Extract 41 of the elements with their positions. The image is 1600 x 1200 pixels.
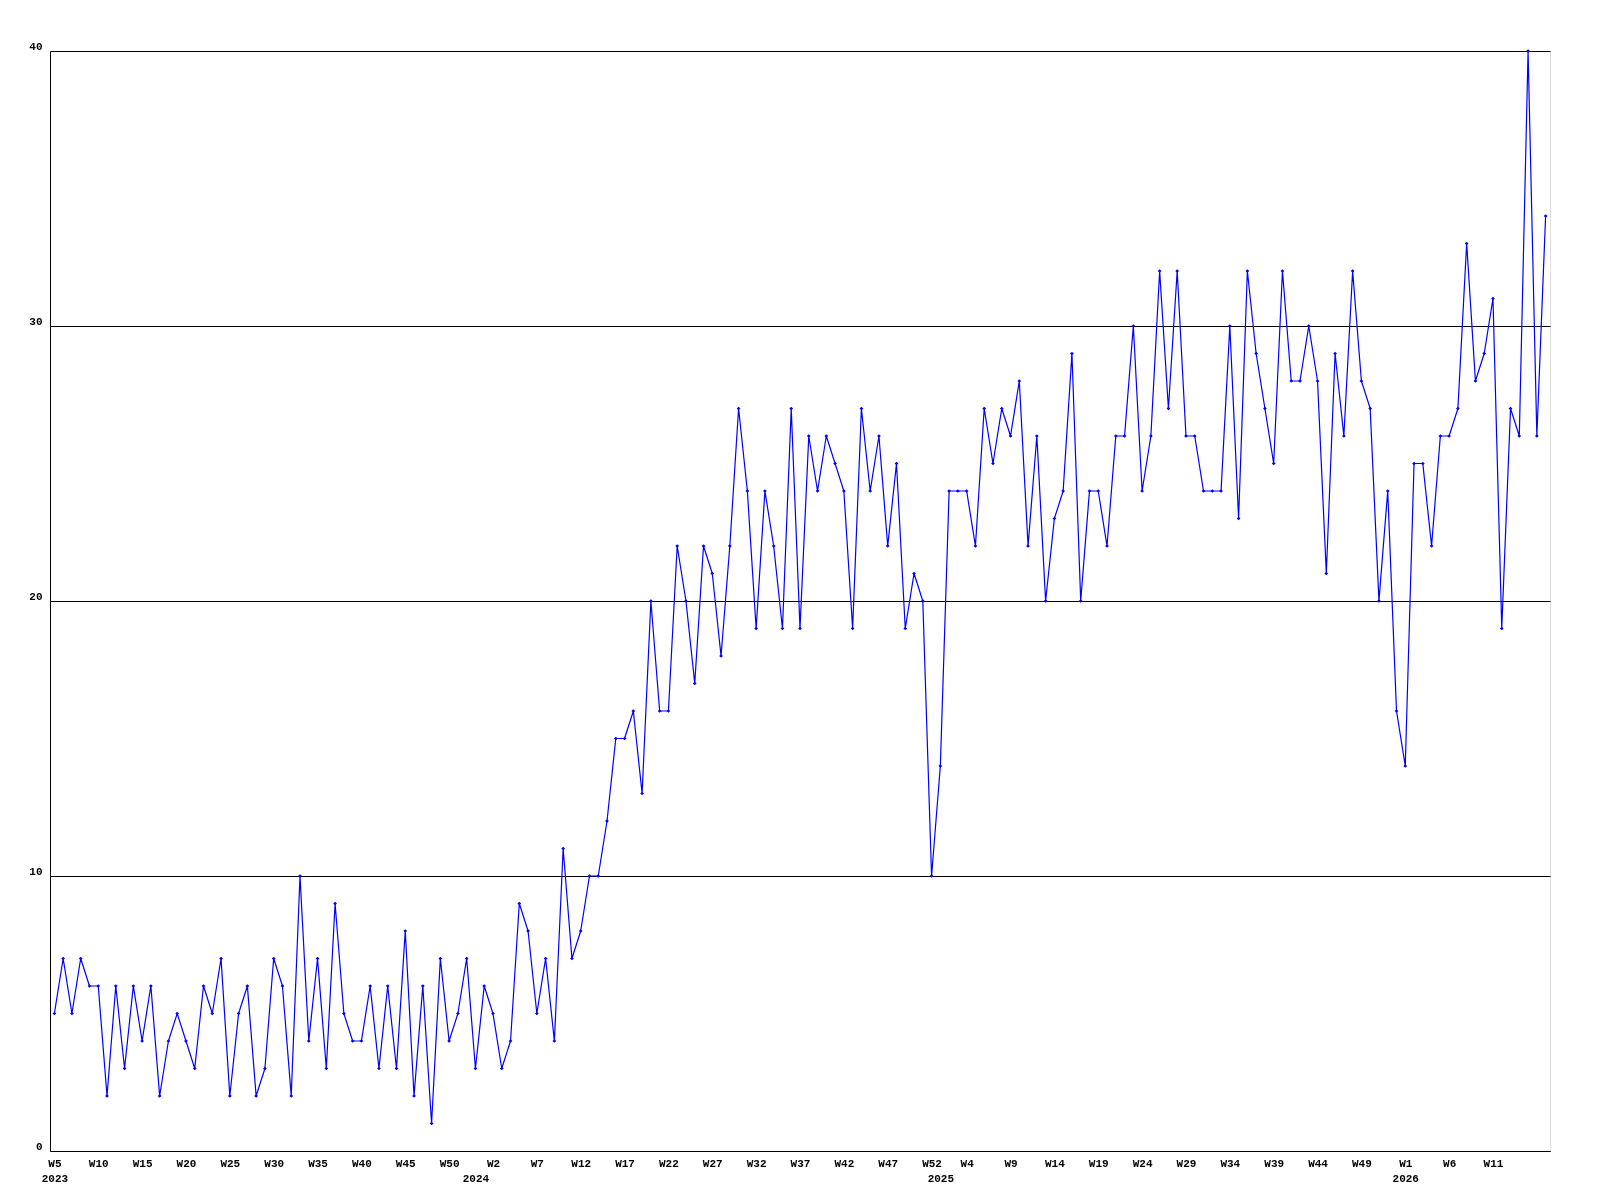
y-tick-label: 20 bbox=[29, 590, 43, 603]
x-tick-label: W12 bbox=[571, 1157, 592, 1170]
y-tick-label: 40 bbox=[29, 40, 43, 53]
x-tick-label: W24 bbox=[1132, 1157, 1153, 1170]
x-tick-label: 2025 bbox=[927, 1172, 955, 1185]
y-tick-label: 0 bbox=[35, 1140, 43, 1153]
x-tick-label: W40 bbox=[352, 1157, 372, 1170]
x-tick-label: W27 bbox=[702, 1157, 723, 1170]
x-tick-label: W22 bbox=[659, 1157, 679, 1170]
x-tick-label: W34 bbox=[1220, 1157, 1241, 1170]
x-tick-label: W42 bbox=[834, 1157, 855, 1170]
x-tick-label: W14 bbox=[1044, 1157, 1066, 1170]
x-tick-label: W37 bbox=[790, 1157, 811, 1170]
x-tick-label: W2 bbox=[486, 1157, 501, 1170]
x-tick-label: W45 bbox=[395, 1157, 417, 1170]
x-tick-label: W1 2026 bbox=[1392, 1157, 1419, 1185]
x-tick-label: W25 bbox=[220, 1157, 241, 1170]
x-tick-label: W9 bbox=[1004, 1157, 1018, 1170]
x-tick-label: W35 bbox=[308, 1157, 329, 1170]
x-tick-label: W49 bbox=[1352, 1157, 1372, 1170]
x-tick-label: W11 bbox=[1483, 1157, 1504, 1170]
x-tick-label: W10 bbox=[88, 1157, 109, 1170]
x-tick-label: W4 bbox=[960, 1157, 975, 1170]
x-tick-label: W5 2023 bbox=[41, 1157, 69, 1185]
x-tick-label: 2024 bbox=[462, 1172, 490, 1185]
x-tick-label: W19 bbox=[1088, 1157, 1109, 1170]
x-tick-label: W30 bbox=[264, 1157, 285, 1170]
x-tick-label: W39 bbox=[1264, 1157, 1285, 1170]
y-tick-label: 10 bbox=[29, 865, 43, 878]
x-tick-label: W29 bbox=[1176, 1157, 1197, 1170]
x-tick-label: W50 bbox=[439, 1157, 460, 1170]
x-tick-label: W20 bbox=[176, 1157, 197, 1170]
y-tick-label: 30 bbox=[29, 315, 43, 328]
x-tick-label: W44 bbox=[1308, 1157, 1329, 1170]
x-tick-label: W32 bbox=[746, 1157, 767, 1170]
x-tick-label: W17 bbox=[615, 1157, 635, 1170]
x-tick-label: W7 bbox=[530, 1157, 544, 1170]
x-tick-label: W6 bbox=[1443, 1157, 1457, 1170]
x-tick-label: W52 bbox=[922, 1157, 942, 1170]
x-tick-label: W15 bbox=[132, 1157, 153, 1170]
x-tick-label: W47 bbox=[878, 1157, 899, 1170]
